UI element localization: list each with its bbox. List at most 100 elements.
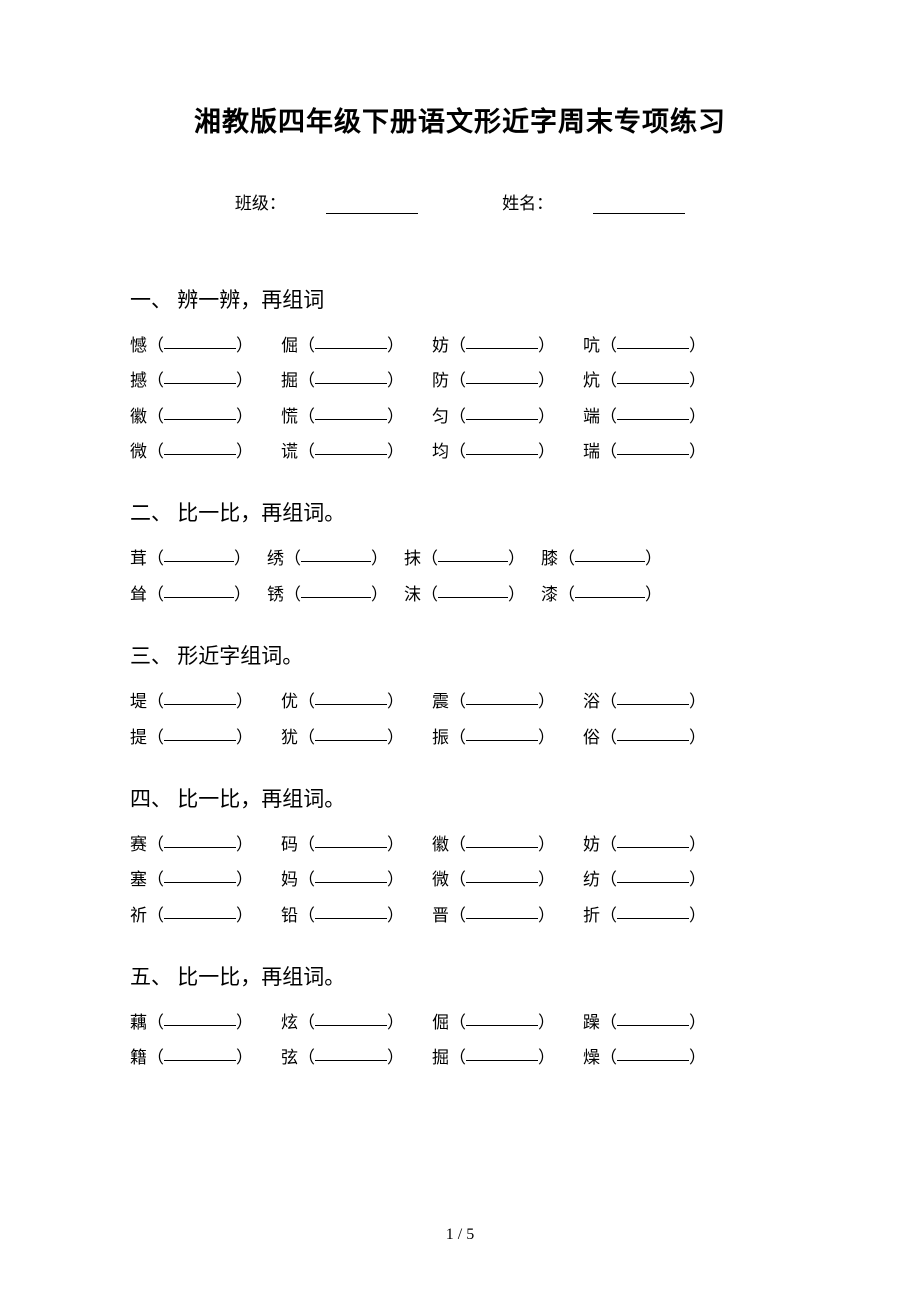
exercise-char: 沫 (404, 577, 421, 612)
answer-blank (617, 383, 689, 384)
paren-open: （ (298, 827, 315, 862)
exercise-char: 掘 (432, 1040, 449, 1075)
paren-open: （ (298, 720, 315, 755)
paren-close: ） (387, 363, 404, 398)
paren-close: ） (689, 827, 706, 862)
exercise-item: 妨（） (583, 827, 706, 862)
answer-blank (164, 383, 236, 384)
exercise-char: 折 (583, 898, 600, 933)
exercise-char: 塞 (130, 862, 147, 897)
answer-blank (466, 1060, 538, 1061)
paren-open: （ (147, 434, 164, 469)
exercise-item: 撼（） (130, 363, 253, 398)
exercise-char: 徽 (432, 827, 449, 862)
page-number: 1 / 5 (0, 1226, 920, 1244)
answer-blank (315, 704, 387, 705)
answer-blank (315, 882, 387, 883)
answer-blank (315, 1025, 387, 1026)
exercise-char: 防 (432, 363, 449, 398)
paren-open: （ (449, 1040, 466, 1075)
exercise-item: 沫（） (404, 577, 525, 612)
paren-open: （ (600, 720, 617, 755)
answer-blank (466, 1025, 538, 1026)
exercise-char: 妈 (281, 862, 298, 897)
paren-close: ） (538, 720, 555, 755)
answer-blank (617, 348, 689, 349)
exercise-char: 掘 (281, 363, 298, 398)
exercise-item: 籍（） (130, 1040, 253, 1075)
paren-open: （ (147, 1040, 164, 1075)
paren-open: （ (600, 434, 617, 469)
paren-close: ） (234, 541, 251, 576)
exercise-item: 妨（） (432, 328, 555, 363)
answer-blank (466, 454, 538, 455)
paren-open: （ (147, 399, 164, 434)
paren-open: （ (449, 720, 466, 755)
exercise-char: 均 (432, 434, 449, 469)
answer-blank (315, 454, 387, 455)
exercise-item: 憾（） (130, 328, 253, 363)
exercise-char: 绣 (267, 541, 284, 576)
exercise-char: 漆 (541, 577, 558, 612)
paren-close: ） (236, 328, 253, 363)
exercise-line: 耸（）锈（）沫（）漆（） (130, 577, 790, 612)
exercise-item: 浴（） (583, 684, 706, 719)
paren-close: ） (387, 434, 404, 469)
exercise-char: 弦 (281, 1040, 298, 1075)
paren-close: ） (689, 399, 706, 434)
exercise-item: 俗（） (583, 720, 706, 755)
exercise-item: 塞（） (130, 862, 253, 897)
exercise-item: 倔（） (432, 1005, 555, 1040)
page-title: 湘教版四年级下册语文形近字周末专项练习 (130, 100, 790, 139)
paren-open: （ (449, 434, 466, 469)
section-title: 四、 比一比，再组词。 (130, 783, 790, 813)
exercise-line: 茸（）绣（）抹（）膝（） (130, 541, 790, 576)
exercise-item: 码（） (281, 827, 404, 862)
exercise-item: 炫（） (281, 1005, 404, 1040)
answer-blank (164, 348, 236, 349)
paren-open: （ (298, 363, 315, 398)
section-title: 五、 比一比，再组词。 (130, 961, 790, 991)
answer-blank (438, 597, 508, 598)
exercise-char: 赛 (130, 827, 147, 862)
paren-close: ） (538, 827, 555, 862)
answer-blank (617, 882, 689, 883)
exercise-item: 漆（） (541, 577, 662, 612)
paren-open: （ (600, 827, 617, 862)
paren-open: （ (600, 363, 617, 398)
paren-open: （ (147, 541, 164, 576)
paren-close: ） (387, 1005, 404, 1040)
paren-close: ） (538, 363, 555, 398)
answer-blank (617, 1025, 689, 1026)
exercise-item: 抹（） (404, 541, 525, 576)
exercise-char: 微 (130, 434, 147, 469)
answer-blank (301, 561, 371, 562)
answer-blank (164, 1025, 236, 1026)
exercise-char: 妨 (432, 328, 449, 363)
exercise-char: 耸 (130, 577, 147, 612)
exercise-char: 堤 (130, 684, 147, 719)
paren-close: ） (689, 1040, 706, 1075)
answer-blank (617, 847, 689, 848)
answer-blank (466, 704, 538, 705)
exercise-char: 提 (130, 720, 147, 755)
answer-blank (315, 348, 387, 349)
answer-blank (164, 561, 234, 562)
exercise-item: 燥（） (583, 1040, 706, 1075)
paren-open: （ (298, 898, 315, 933)
section-title: 二、 比一比，再组词。 (130, 497, 790, 527)
paren-close: ） (538, 898, 555, 933)
exercise-line: 憾（）倔（）妨（）吭（） (130, 328, 790, 363)
exercise-line: 藕（）炫（）倔（）躁（） (130, 1005, 790, 1040)
paren-open: （ (298, 1005, 315, 1040)
exercise-item: 慌（） (281, 399, 404, 434)
exercise-line: 赛（）码（）徽（）妨（） (130, 827, 790, 862)
exercise-char: 振 (432, 720, 449, 755)
paren-open: （ (147, 328, 164, 363)
paren-open: （ (600, 898, 617, 933)
paren-open: （ (449, 862, 466, 897)
paren-open: （ (298, 399, 315, 434)
paren-close: ） (371, 541, 388, 576)
exercise-char: 祈 (130, 898, 147, 933)
paren-close: ） (236, 1005, 253, 1040)
